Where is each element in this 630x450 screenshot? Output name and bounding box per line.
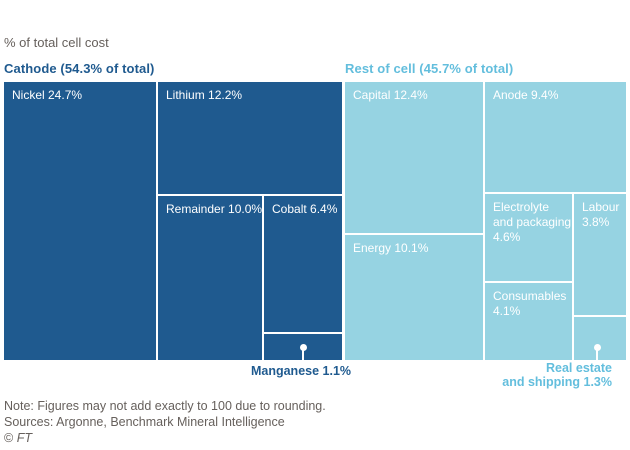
callout-stem-manganese [302, 347, 304, 368]
treemap-cell-consumables: Consumables 4.1% [485, 283, 572, 360]
footer: Note: Figures may not add exactly to 100… [4, 398, 326, 446]
ft-logo-text: FT [16, 431, 32, 445]
cell-label: Cobalt 6.4% [272, 202, 338, 216]
treemap-cell-remainder: Remainder 10.0% [158, 196, 262, 360]
cell-label: 4.6% [493, 230, 521, 244]
footer-copyright: © FT [4, 430, 326, 446]
cell-label: Energy 10.1% [353, 241, 429, 255]
cell-label: Consumables [493, 289, 567, 303]
treemap-cell-labour: Labour 3.8% [574, 194, 626, 315]
cell-label: Remainder 10.0% [166, 202, 262, 216]
section-header-rest: Rest of cell (45.7% of total) [345, 61, 514, 76]
callout-label-manganese: Manganese 1.1% [211, 364, 391, 378]
cell-label: Capital 12.4% [353, 88, 428, 102]
cell-label: Nickel 24.7% [12, 88, 83, 102]
footer-sources: Sources: Argonne, Benchmark Mineral Inte… [4, 415, 285, 429]
callout-stem-real-estate [596, 347, 598, 368]
treemap: Nickel 24.7% Lithium 12.2% Remainder 10.0%… [4, 82, 626, 368]
cell-label: 4.1% [493, 304, 521, 318]
treemap-cell-anode: Anode 9.4% [485, 82, 626, 192]
callout-dot-manganese [299, 343, 307, 351]
callout-dot-real-estate [593, 343, 601, 351]
chart-subtitle: % of total cell cost [4, 35, 109, 50]
treemap-cell-real-estate [574, 317, 626, 360]
treemap-cell-cobalt: Cobalt 6.4% [264, 196, 342, 332]
treemap-cell-capital: Capital 12.4% [345, 82, 483, 233]
cell-label: Anode 9.4% [493, 88, 559, 102]
cell-label: Electrolyte [493, 200, 550, 214]
cell-label: Lithium 12.2% [166, 88, 243, 102]
callout-label-line: Real estate [545, 361, 612, 375]
cell-label: and packaging [493, 215, 572, 229]
treemap-cell-nickel: Nickel 24.7% [4, 82, 156, 360]
treemap-cell-electrolyte: Electrolyte and packaging 4.6% [485, 194, 572, 281]
treemap-cell-lithium: Lithium 12.2% [158, 82, 342, 194]
treemap-cell-energy: Energy 10.1% [345, 235, 483, 360]
footer-note: Note: Figures may not add exactly to 100… [4, 399, 326, 413]
callout-label-line: Manganese 1.1% [250, 364, 352, 378]
section-header-cathode: Cathode (54.3% of total) [4, 61, 155, 76]
cell-label: 3.8% [582, 215, 610, 229]
callout-label-real-estate: Real estate and shipping 1.3% [502, 361, 612, 389]
cell-label: Labour [582, 200, 620, 214]
callout-label-line: and shipping 1.3% [502, 375, 612, 389]
copyright-symbol: © [4, 431, 14, 445]
